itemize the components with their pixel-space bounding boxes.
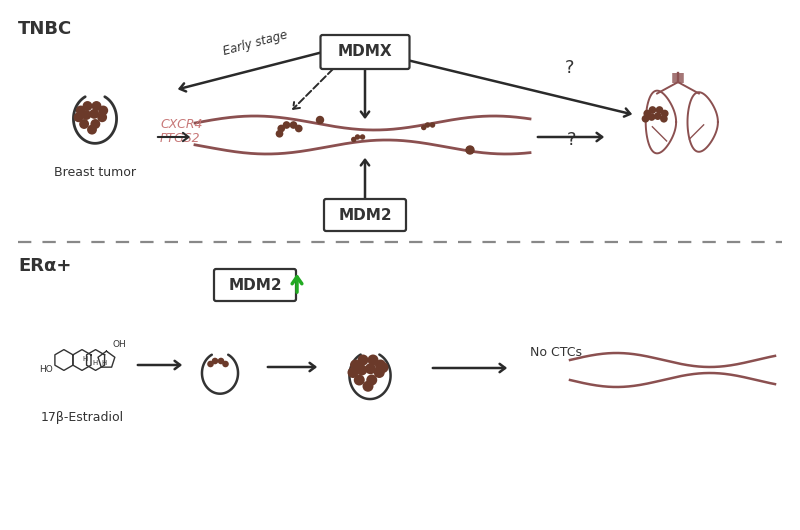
Text: ?: ? bbox=[566, 59, 574, 77]
Circle shape bbox=[654, 112, 662, 120]
Circle shape bbox=[375, 359, 386, 370]
Circle shape bbox=[360, 134, 366, 140]
FancyBboxPatch shape bbox=[214, 269, 296, 301]
FancyBboxPatch shape bbox=[324, 199, 406, 231]
Circle shape bbox=[649, 106, 656, 114]
Circle shape bbox=[642, 115, 650, 122]
Circle shape bbox=[276, 130, 283, 138]
Text: TNBC: TNBC bbox=[18, 20, 72, 38]
Circle shape bbox=[90, 119, 100, 129]
Circle shape bbox=[79, 119, 89, 129]
Circle shape bbox=[661, 110, 669, 117]
Circle shape bbox=[207, 361, 214, 367]
Circle shape bbox=[295, 125, 302, 132]
Circle shape bbox=[290, 121, 298, 129]
Text: 17β-Estradiol: 17β-Estradiol bbox=[41, 411, 123, 425]
Circle shape bbox=[82, 101, 93, 111]
Text: CXCR4: CXCR4 bbox=[160, 119, 202, 131]
Circle shape bbox=[82, 110, 91, 120]
Circle shape bbox=[98, 105, 108, 116]
Circle shape bbox=[76, 105, 86, 116]
Text: ERα+: ERα+ bbox=[18, 257, 71, 275]
Circle shape bbox=[347, 367, 358, 378]
Text: H: H bbox=[102, 360, 107, 366]
Circle shape bbox=[218, 358, 224, 364]
Text: Breast tumor: Breast tumor bbox=[54, 165, 136, 179]
Circle shape bbox=[317, 117, 323, 123]
Circle shape bbox=[656, 106, 663, 114]
Text: ?: ? bbox=[566, 131, 576, 149]
Circle shape bbox=[362, 381, 374, 392]
Text: MDM2: MDM2 bbox=[228, 278, 282, 293]
Text: MDMX: MDMX bbox=[338, 45, 392, 59]
Circle shape bbox=[97, 112, 107, 122]
FancyBboxPatch shape bbox=[321, 35, 410, 69]
Text: H: H bbox=[93, 359, 98, 366]
Circle shape bbox=[648, 113, 655, 121]
Circle shape bbox=[351, 137, 357, 142]
Circle shape bbox=[354, 375, 365, 385]
Text: PTGS2: PTGS2 bbox=[160, 131, 201, 145]
Circle shape bbox=[356, 365, 367, 375]
Circle shape bbox=[354, 134, 360, 140]
Circle shape bbox=[365, 363, 376, 374]
Circle shape bbox=[660, 115, 668, 122]
Circle shape bbox=[90, 109, 99, 119]
Circle shape bbox=[366, 375, 378, 385]
Text: Early stage: Early stage bbox=[222, 28, 289, 58]
Text: H: H bbox=[82, 357, 88, 363]
Text: No CTCs: No CTCs bbox=[530, 346, 582, 358]
Text: MDM2: MDM2 bbox=[338, 208, 392, 223]
Circle shape bbox=[278, 125, 285, 132]
Circle shape bbox=[643, 110, 651, 117]
Circle shape bbox=[91, 101, 102, 111]
Circle shape bbox=[374, 367, 385, 378]
Circle shape bbox=[378, 362, 389, 373]
Circle shape bbox=[212, 358, 218, 364]
Circle shape bbox=[367, 355, 378, 366]
Circle shape bbox=[282, 121, 290, 129]
Circle shape bbox=[358, 355, 369, 366]
Circle shape bbox=[222, 361, 229, 367]
Circle shape bbox=[430, 122, 435, 128]
Circle shape bbox=[421, 125, 426, 130]
Circle shape bbox=[74, 112, 83, 122]
Circle shape bbox=[350, 359, 361, 370]
Circle shape bbox=[425, 122, 430, 128]
Text: HO: HO bbox=[38, 365, 53, 374]
Circle shape bbox=[87, 125, 97, 135]
Text: OH: OH bbox=[113, 340, 126, 349]
Circle shape bbox=[466, 146, 474, 154]
